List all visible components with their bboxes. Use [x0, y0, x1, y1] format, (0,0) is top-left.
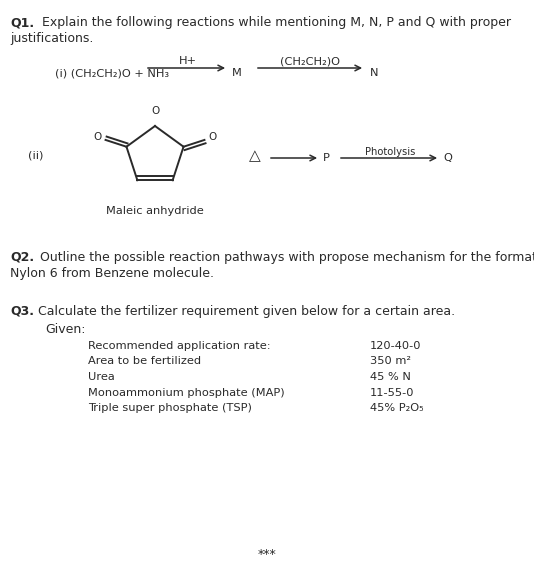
Text: Q1.: Q1. [10, 16, 34, 29]
Text: △: △ [249, 148, 261, 163]
Text: Area to be fertilized: Area to be fertilized [88, 356, 201, 367]
Text: Urea: Urea [88, 372, 115, 382]
Text: Q: Q [443, 153, 452, 163]
Text: 45% P₂O₅: 45% P₂O₅ [370, 403, 423, 413]
Text: Q2.: Q2. [10, 251, 34, 264]
Text: Triple super phosphate (TSP): Triple super phosphate (TSP) [88, 403, 252, 413]
Text: (CH₂CH₂)O: (CH₂CH₂)O [280, 56, 340, 66]
Text: Maleic anhydride: Maleic anhydride [106, 206, 204, 216]
Text: 120-40-0: 120-40-0 [370, 341, 421, 351]
Text: ***: *** [257, 548, 277, 561]
Text: Photolysis: Photolysis [365, 147, 415, 157]
Text: M: M [232, 68, 242, 78]
Text: N: N [370, 68, 379, 78]
Text: 350 m²: 350 m² [370, 356, 411, 367]
Text: Nylon 6 from Benzene molecule.: Nylon 6 from Benzene molecule. [10, 267, 214, 280]
Text: Monoammonium phosphate (MAP): Monoammonium phosphate (MAP) [88, 387, 285, 398]
Text: (i) (CH₂CH₂)O + NH₃: (i) (CH₂CH₂)O + NH₃ [55, 68, 169, 78]
Text: 45 % N: 45 % N [370, 372, 411, 382]
Text: justifications.: justifications. [10, 32, 93, 45]
Text: 11-55-0: 11-55-0 [370, 387, 414, 398]
Text: O: O [208, 132, 216, 143]
Text: Q3.: Q3. [10, 305, 34, 318]
Text: P: P [323, 153, 330, 163]
Text: H+: H+ [179, 56, 197, 66]
Text: Given:: Given: [45, 323, 85, 336]
Text: (ii): (ii) [28, 151, 43, 161]
Text: Outline the possible reaction pathways with propose mechanism for the formation : Outline the possible reaction pathways w… [36, 251, 534, 264]
Text: Explain the following reactions while mentioning M, N, P and Q with proper: Explain the following reactions while me… [38, 16, 511, 29]
Text: Recommended application rate:: Recommended application rate: [88, 341, 271, 351]
Text: O: O [94, 132, 102, 143]
Text: O: O [151, 106, 159, 116]
Text: Calculate the fertilizer requirement given below for a certain area.: Calculate the fertilizer requirement giv… [34, 305, 455, 318]
